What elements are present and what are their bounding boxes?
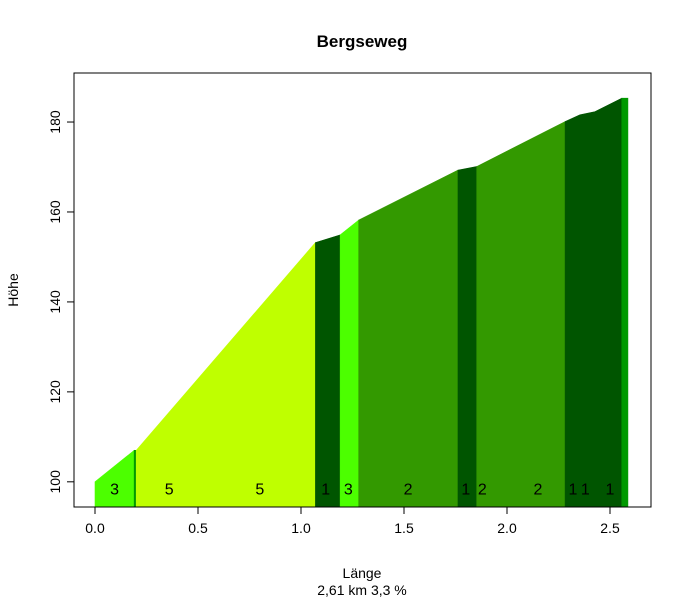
profile-segment-2 — [135, 241, 316, 508]
segment-label: 3 — [344, 482, 353, 499]
segment-label: 5 — [255, 482, 264, 499]
chart-subtitle: 2,61 km 3,3 % — [317, 582, 407, 598]
profile-areas — [94, 97, 629, 508]
segment-label: 2 — [404, 482, 413, 499]
profile-segment-7 — [476, 121, 566, 508]
y-tick-label: 120 — [47, 380, 63, 404]
profile-segment-3 — [315, 234, 341, 508]
x-tick-label: 2.0 — [497, 520, 517, 536]
profile-segment-6 — [457, 166, 478, 508]
x-tick-label: 1.0 — [291, 520, 311, 536]
segment-label: 5 — [165, 482, 174, 499]
chart-title: Bergseweg — [317, 32, 408, 51]
y-tick-label: 180 — [47, 110, 63, 134]
x-tick-label: 0.0 — [85, 520, 105, 536]
x-tick-label: 2.5 — [600, 520, 620, 536]
y-tick-label: 160 — [47, 200, 63, 224]
segment-label: 1 — [461, 482, 470, 499]
x-axis-label: Länge — [343, 565, 382, 581]
profile-segment-8 — [564, 97, 623, 508]
segment-label: 1 — [581, 482, 590, 499]
segment-label: 2 — [533, 482, 542, 499]
profile-segment-9 — [621, 97, 629, 508]
y-axis-label: Höhe — [5, 273, 21, 307]
profile-segment-4 — [339, 219, 359, 508]
y-tick-label: 140 — [47, 290, 63, 314]
profile-segment-5 — [358, 169, 459, 508]
segment-label: 1 — [568, 482, 577, 499]
segment-label: 1 — [321, 482, 330, 499]
y-axis: 100 120 140 160 180 — [47, 110, 75, 494]
segment-label: 2 — [478, 482, 487, 499]
x-axis: 0.0 0.5 1.0 1.5 2.0 2.5 — [85, 506, 620, 536]
x-tick-label: 0.5 — [188, 520, 208, 536]
y-tick-label: 100 — [47, 470, 63, 494]
segment-label: 3 — [110, 482, 119, 499]
x-tick-label: 1.5 — [394, 520, 414, 536]
profile-segment-1 — [133, 450, 137, 508]
segment-label: 1 — [606, 482, 615, 499]
